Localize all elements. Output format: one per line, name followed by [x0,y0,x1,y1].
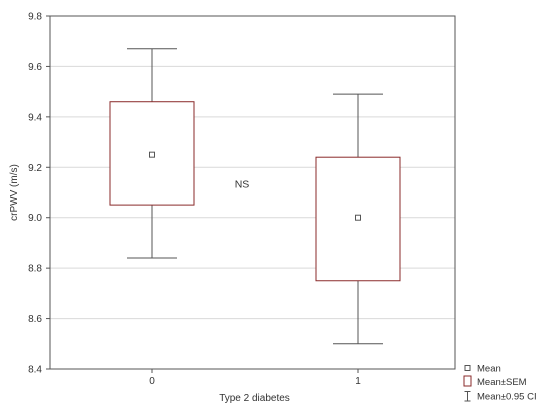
y-tick-label-9.6: 9.6 [28,62,42,73]
ns-annotation: NS [235,178,250,190]
legend-label-sem: Mean±SEM [477,377,527,388]
y-tick-label-9.8: 9.8 [28,12,42,23]
y-tick-label-8.4: 8.4 [28,365,42,376]
y-tick-label-9.4: 9.4 [28,112,42,123]
y-axis-title: crPWV (m/s) [9,164,20,221]
box-group-1 [315,93,401,345]
x-tick-label-0: 0 [149,376,155,387]
legend-label-mean: Mean [477,364,501,375]
box-series [109,48,401,345]
y-axis-ticks: 8.4 8.6 8.8 9.0 9.2 9.4 9.6 9.8 [28,12,50,376]
x-axis-title: Type 2 diabetes [219,393,290,404]
legend-item-mean: Mean [464,364,501,375]
sem-box-icon [463,375,472,387]
legend-item-ci: Mean±0.95 CI [464,391,537,403]
y-tick-label-9.2: 9.2 [28,163,42,174]
mean-marker-1 [355,214,361,221]
mean-marker-0 [149,151,155,158]
y-tick-label-9.0: 9.0 [28,213,42,224]
y-tick-label-8.8: 8.8 [28,264,42,275]
legend-item-sem: Mean±SEM [463,375,527,388]
box-group-0 [109,48,195,259]
mean-marker-icon [464,365,471,371]
legend-label-ci: Mean±0.95 CI [477,392,537,403]
legend: Mean Mean±SEM Mean±0.95 CI [463,364,537,403]
y-tick-label-8.6: 8.6 [28,314,42,325]
ci-whisker-icon [464,391,471,402]
plot-frame [49,15,456,370]
x-tick-label-1: 1 [355,376,361,387]
